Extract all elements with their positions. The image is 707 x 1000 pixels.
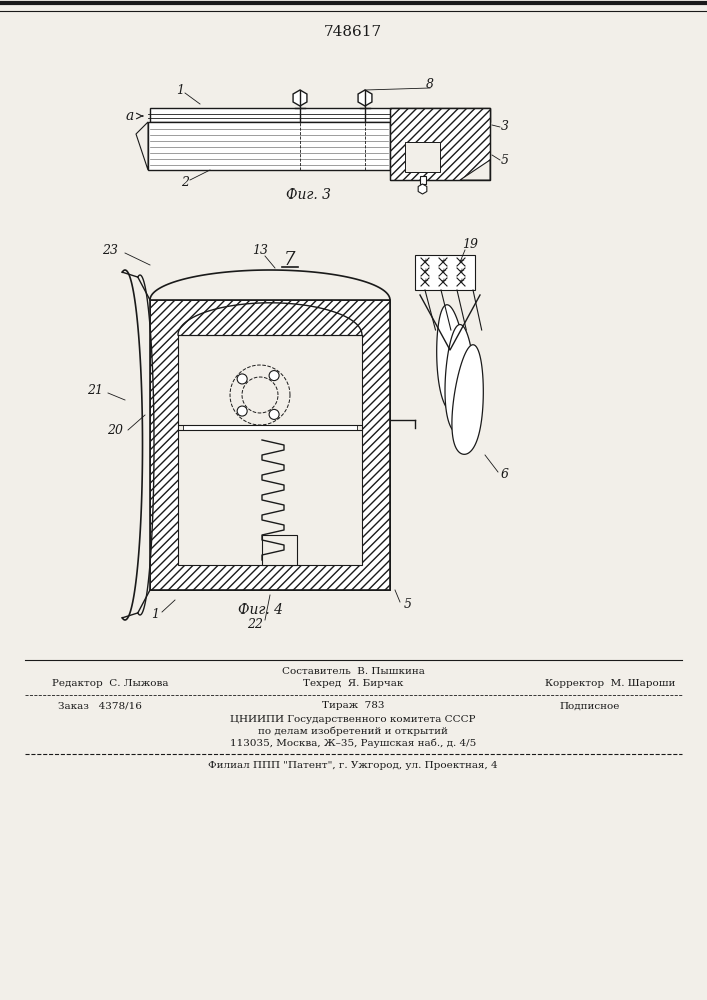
Text: Тираж  783: Тираж 783 bbox=[322, 702, 384, 710]
Text: Составитель  В. Пышкина: Составитель В. Пышкина bbox=[281, 668, 424, 676]
Text: a: a bbox=[126, 109, 134, 123]
Text: Корректор  М. Шароши: Корректор М. Шароши bbox=[545, 680, 675, 688]
Polygon shape bbox=[183, 425, 357, 430]
Circle shape bbox=[237, 374, 247, 384]
Polygon shape bbox=[178, 335, 362, 565]
Text: +: + bbox=[422, 258, 428, 264]
Text: 13: 13 bbox=[252, 243, 268, 256]
Text: 8: 8 bbox=[426, 78, 434, 91]
Text: 6: 6 bbox=[501, 468, 509, 482]
Text: Фиг. 3: Фиг. 3 bbox=[286, 188, 330, 202]
Circle shape bbox=[269, 409, 279, 419]
Text: Заказ   4378/16: Заказ 4378/16 bbox=[58, 702, 142, 710]
Text: 7: 7 bbox=[284, 251, 296, 269]
Text: +: + bbox=[458, 268, 464, 274]
Text: ЦНИИПИ Государственного комитета СССР: ЦНИИПИ Государственного комитета СССР bbox=[230, 714, 476, 724]
Polygon shape bbox=[415, 255, 475, 290]
Text: Техред  Я. Бирчак: Техред Я. Бирчак bbox=[303, 680, 403, 688]
Polygon shape bbox=[262, 535, 296, 565]
Text: +: + bbox=[422, 268, 428, 274]
Polygon shape bbox=[460, 160, 490, 180]
Text: 22: 22 bbox=[247, 618, 263, 632]
Text: 19: 19 bbox=[462, 238, 478, 251]
Text: +: + bbox=[422, 278, 428, 284]
Text: +: + bbox=[440, 278, 446, 284]
Circle shape bbox=[269, 371, 279, 381]
Polygon shape bbox=[358, 90, 372, 106]
Polygon shape bbox=[418, 184, 427, 194]
Text: 21: 21 bbox=[87, 383, 103, 396]
Polygon shape bbox=[390, 108, 490, 180]
Text: 2: 2 bbox=[181, 176, 189, 190]
Text: Фиг. 4: Фиг. 4 bbox=[238, 603, 283, 617]
Polygon shape bbox=[445, 325, 475, 434]
Circle shape bbox=[237, 406, 247, 416]
Polygon shape bbox=[452, 345, 484, 454]
Text: 20: 20 bbox=[107, 424, 123, 436]
Text: Подписное: Подписное bbox=[560, 702, 620, 710]
Text: 3: 3 bbox=[501, 120, 509, 133]
Polygon shape bbox=[293, 90, 307, 106]
Polygon shape bbox=[405, 142, 440, 172]
Polygon shape bbox=[148, 122, 390, 170]
Text: 5: 5 bbox=[404, 598, 412, 611]
Text: +: + bbox=[458, 258, 464, 264]
Text: 1: 1 bbox=[176, 84, 184, 97]
Text: по делам изобретений и открытий: по делам изобретений и открытий bbox=[258, 726, 448, 736]
Text: +: + bbox=[440, 268, 446, 274]
Text: Филиал ППП "Патент", г. Ужгород, ул. Проектная, 4: Филиал ППП "Патент", г. Ужгород, ул. Про… bbox=[208, 762, 498, 770]
Polygon shape bbox=[136, 122, 148, 170]
Text: +: + bbox=[440, 258, 446, 264]
Text: 23: 23 bbox=[102, 243, 118, 256]
Text: 748617: 748617 bbox=[324, 25, 382, 39]
Text: +: + bbox=[458, 278, 464, 284]
Text: 1: 1 bbox=[151, 608, 159, 621]
Polygon shape bbox=[150, 108, 490, 122]
Text: 5: 5 bbox=[501, 153, 509, 166]
Polygon shape bbox=[419, 176, 426, 184]
Text: 113035, Москва, Ж–35, Раушская наб., д. 4/5: 113035, Москва, Ж–35, Раушская наб., д. … bbox=[230, 738, 476, 748]
Polygon shape bbox=[150, 300, 390, 590]
Text: Редактор  С. Лыжова: Редактор С. Лыжова bbox=[52, 680, 168, 688]
Polygon shape bbox=[437, 305, 468, 414]
